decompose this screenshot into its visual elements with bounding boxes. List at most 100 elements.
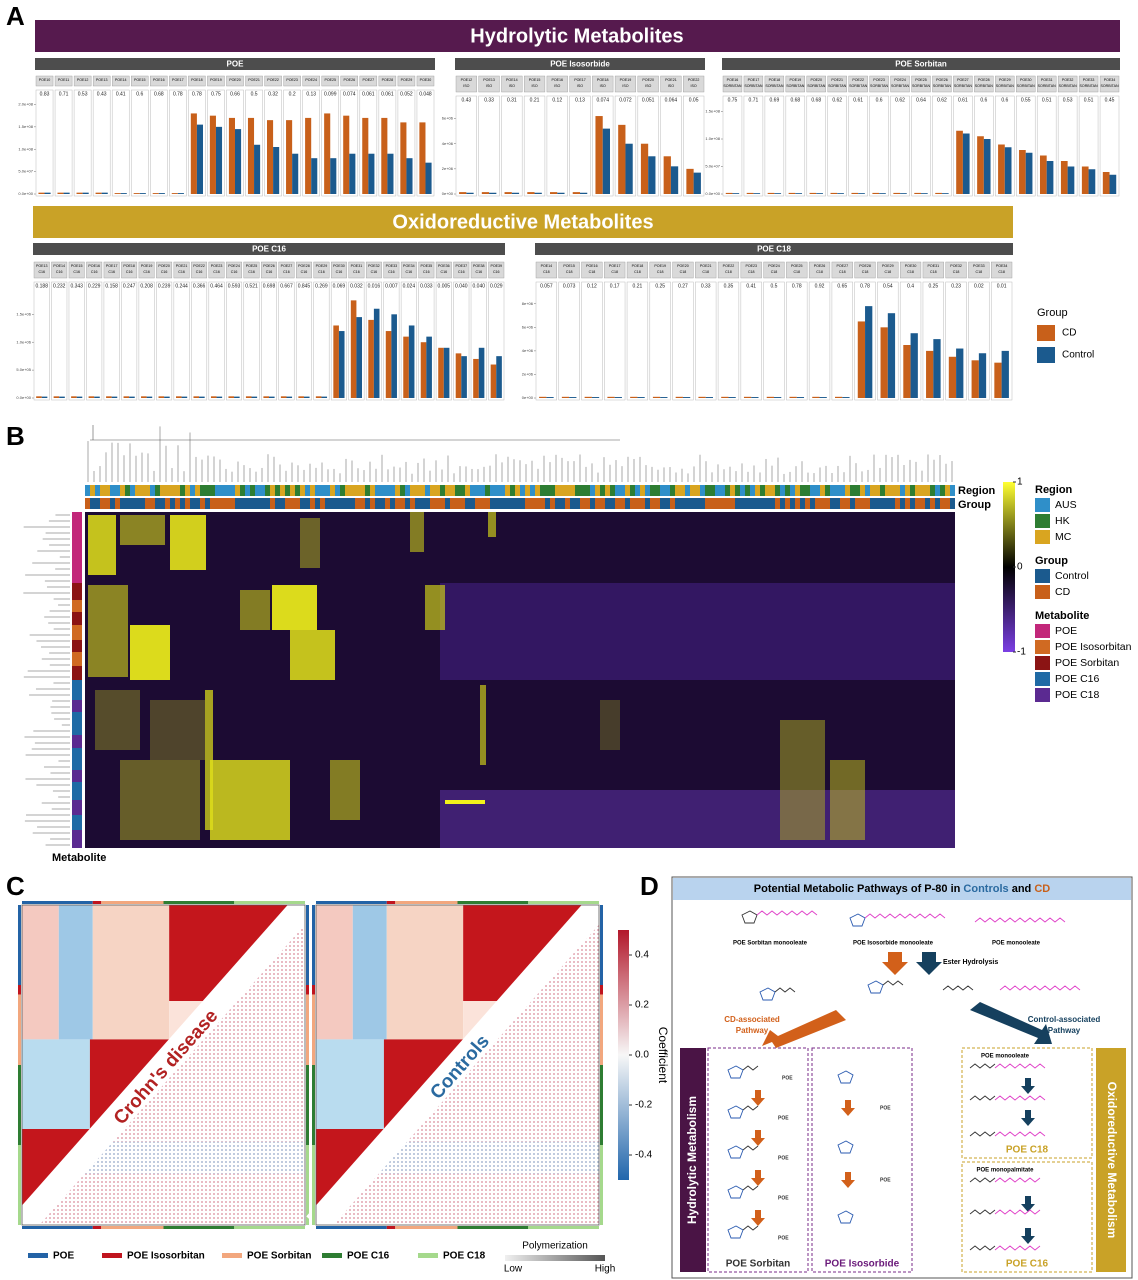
- region-cell: [290, 485, 295, 496]
- subplot-title: C16: [56, 270, 63, 274]
- group-cell: [175, 498, 180, 509]
- group-cell: [625, 498, 630, 509]
- bar: [44, 192, 51, 194]
- diagram-frame: [671, 876, 1133, 1279]
- y-tick-label: 5.0e+07: [705, 164, 720, 169]
- subplot-title: POE30: [333, 264, 345, 268]
- molecule: [864, 913, 946, 919]
- bar: [420, 342, 427, 398]
- subplot-frame: [173, 281, 190, 401]
- group-cell: [695, 498, 700, 509]
- region-cell: [95, 485, 100, 496]
- group-bar: [22, 901, 93, 904]
- subplot-title: POE31: [1041, 78, 1053, 82]
- region-cell: [580, 485, 585, 496]
- subplot-title: C18: [543, 270, 550, 274]
- subplot-title: C16: [388, 270, 395, 274]
- legend-swatch: [418, 1253, 438, 1258]
- bar: [158, 193, 165, 194]
- region-cell: [765, 485, 770, 496]
- legend-text: Control: [1055, 570, 1089, 582]
- region-cell: [440, 485, 445, 496]
- subplot-title: POE29: [316, 264, 328, 268]
- p-value: 0.75: [728, 97, 738, 103]
- group-bar: [600, 994, 603, 1065]
- group-cell: [645, 498, 650, 509]
- legend-text: CD: [1055, 586, 1071, 598]
- subplot-title: SORBITAN: [723, 84, 742, 88]
- region-cell: [875, 485, 880, 496]
- colorbar-label: 0.0: [635, 1050, 649, 1061]
- group-cell: [905, 498, 910, 509]
- group-bar: [18, 1145, 21, 1225]
- group-cell: [455, 498, 460, 509]
- bar: [1060, 161, 1068, 194]
- subplot-frame: [672, 281, 694, 401]
- bar: [267, 120, 274, 194]
- group-cell: [435, 498, 440, 509]
- metabolite-cell: [72, 712, 82, 735]
- subplot-header: [321, 75, 339, 87]
- diagonal-band: [306, 896, 609, 1234]
- p-value: 0.073: [563, 283, 576, 289]
- subplot-frame: [763, 281, 785, 401]
- subplot-title: POE31: [928, 264, 940, 268]
- subplot-title: C16: [161, 270, 168, 274]
- subplot-title: C18: [976, 270, 983, 274]
- subplot-title: POE28: [859, 264, 871, 268]
- group-cell: [390, 498, 395, 509]
- p-value: 0.040: [455, 283, 468, 289]
- subplot-title: C16: [196, 270, 203, 274]
- bar: [994, 362, 1002, 398]
- group-cell: [835, 498, 840, 509]
- subplot-title: SORBITAN: [870, 84, 889, 88]
- region-cell: [240, 485, 245, 496]
- group-cell: [120, 498, 125, 509]
- bar: [910, 333, 918, 398]
- metabolite-cell: [72, 583, 82, 600]
- legend-swatch: [222, 1253, 242, 1258]
- group-cell: [395, 498, 400, 509]
- subplot-header: [974, 75, 994, 93]
- subplot-title: C16: [108, 270, 115, 274]
- legend-text: POE C18: [1055, 689, 1100, 701]
- bar: [177, 193, 184, 194]
- subplot-title: C16: [283, 270, 290, 274]
- subplot-frame: [806, 95, 826, 197]
- group-cell: [890, 498, 895, 509]
- bar: [330, 158, 337, 194]
- bar: [333, 325, 339, 398]
- bar: [572, 192, 580, 194]
- group-cell: [410, 498, 415, 509]
- region-cell: [495, 485, 500, 496]
- subplot-header: [365, 261, 382, 279]
- bar: [76, 396, 83, 398]
- subplot-title: POE13: [36, 264, 48, 268]
- group-cell: [650, 498, 655, 509]
- p-value: 0.62: [832, 97, 842, 103]
- p-value: 0.593: [228, 283, 241, 289]
- bar: [245, 396, 252, 398]
- region-cell: [305, 485, 310, 496]
- bar: [114, 193, 121, 194]
- region-cell: [260, 485, 265, 496]
- bar: [459, 192, 467, 194]
- bar: [425, 162, 432, 194]
- title-part: CD: [1034, 883, 1051, 895]
- subplot-title: POE31: [351, 264, 363, 268]
- group-cell: [620, 498, 625, 509]
- y-tick-label: 6e+06: [442, 116, 454, 121]
- subplot-title: C16: [126, 270, 133, 274]
- region-cell: [320, 485, 325, 496]
- bar: [120, 193, 127, 194]
- group-cell: [505, 498, 510, 509]
- subplot-title: POE25: [791, 264, 803, 268]
- subplot-title: POE19: [790, 78, 802, 82]
- group-bar: [163, 901, 235, 904]
- bar: [652, 396, 661, 398]
- group-cell: [680, 498, 685, 509]
- subplot-title: POE16: [551, 78, 563, 82]
- region-cell: [925, 485, 930, 496]
- region-cell: [930, 485, 935, 496]
- subplot-title: POE18: [191, 78, 203, 82]
